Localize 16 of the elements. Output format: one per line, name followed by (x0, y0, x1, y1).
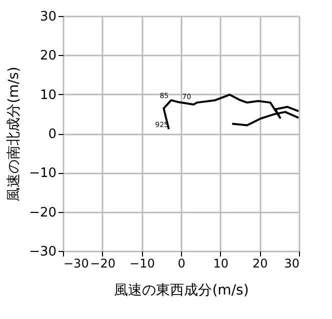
x-tick-label: 30 (284, 256, 300, 270)
x-tick-label: 20 (252, 256, 268, 270)
y-tick-label: −20 (29, 205, 56, 220)
x-tick-label: 0 (178, 256, 186, 270)
y-tick-label: 20 (40, 48, 56, 64)
y-tick-label: 10 (40, 88, 56, 103)
y-tick-label: −30 (29, 244, 56, 260)
x-tick-label: −10 (130, 256, 155, 270)
y-axis-title: 風速の南北成分(m/s) (6, 66, 22, 202)
x-axis-title: 風速の東西成分(m/s) (114, 282, 249, 298)
y-tick-label: 30 (40, 10, 56, 24)
x-tick-label: −30 (64, 256, 89, 270)
x-tick-label: −20 (90, 256, 116, 270)
x-tick-label: 10 (213, 256, 228, 270)
y-tick-label: 0 (48, 127, 56, 142)
y-tick-label: −10 (29, 166, 56, 182)
